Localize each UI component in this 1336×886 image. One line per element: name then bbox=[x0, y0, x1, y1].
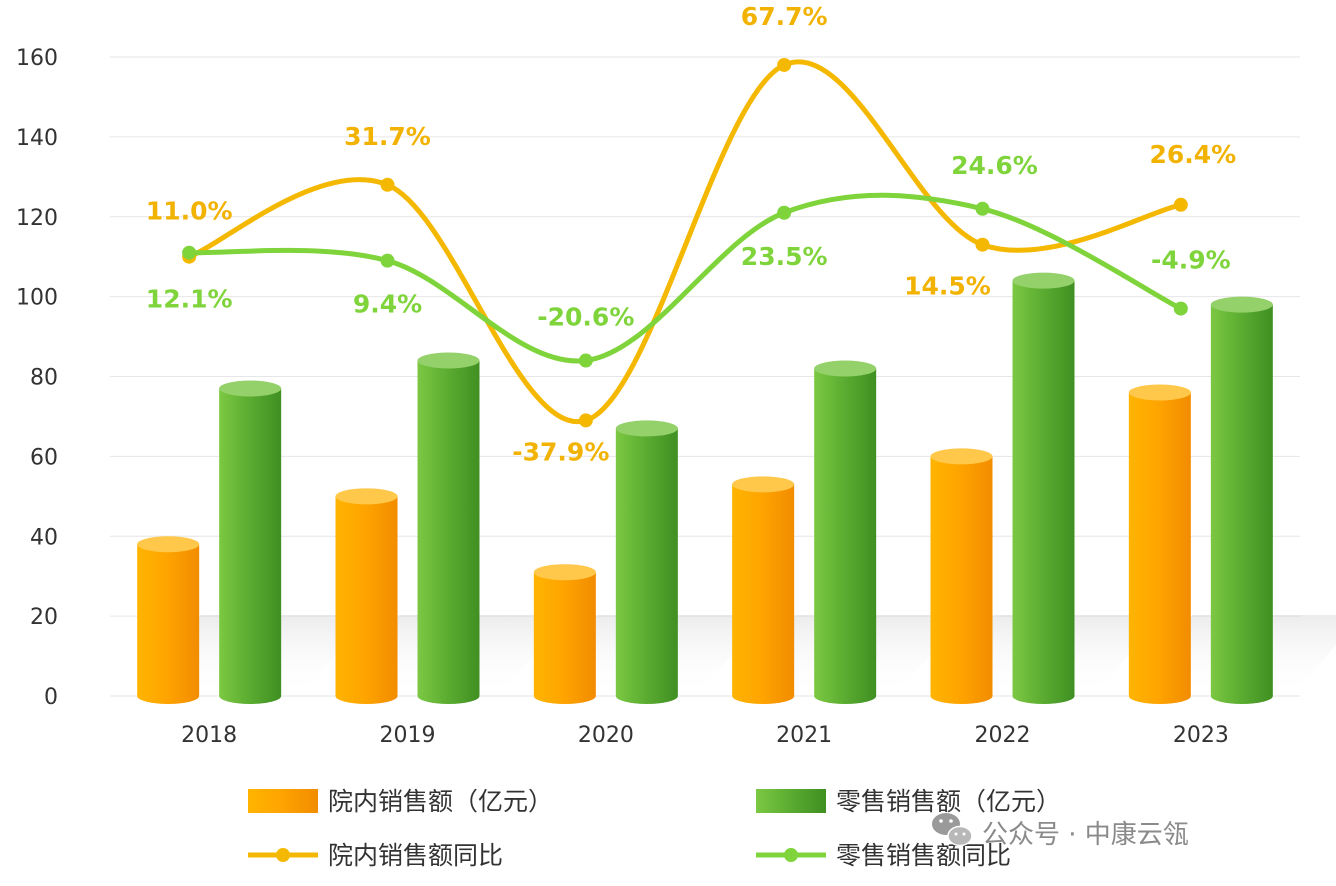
bar-body bbox=[1210, 304, 1273, 704]
data-label: -20.6% bbox=[537, 303, 634, 332]
bar-top bbox=[930, 448, 993, 465]
line-point bbox=[975, 201, 990, 216]
bar-body bbox=[335, 496, 398, 704]
bar-hospital-2020 bbox=[533, 564, 596, 704]
data-label: 9.4% bbox=[353, 290, 422, 319]
x-tick-label: 2021 bbox=[776, 723, 832, 748]
legend-label: 院内销售额同比 bbox=[328, 841, 503, 870]
data-label: 26.4% bbox=[1149, 140, 1236, 169]
bar-top bbox=[1012, 272, 1075, 289]
bar-top bbox=[814, 360, 877, 377]
line-point bbox=[380, 177, 395, 192]
data-label: 12.1% bbox=[146, 285, 233, 314]
bar-top bbox=[335, 488, 398, 505]
data-label: 11.0% bbox=[146, 197, 233, 226]
data-labels: 11.0% 31.7% -37.9% 67.7% 14.5% 26.4% 12.1% 9.4%… bbox=[146, 2, 1236, 466]
watermark-text: 公众号 · 中康云瓴 bbox=[982, 820, 1189, 850]
data-label: 67.7% bbox=[741, 2, 828, 31]
data-label: 23.5% bbox=[741, 242, 828, 271]
legend-swatch bbox=[756, 789, 826, 813]
x-tick-label: 2019 bbox=[380, 723, 436, 748]
bar-body bbox=[219, 388, 282, 704]
wechat-icon bbox=[932, 813, 973, 847]
bar-body bbox=[1128, 392, 1191, 704]
y-tick-label: 40 bbox=[30, 525, 58, 550]
legend-marker bbox=[276, 848, 290, 862]
data-label: 14.5% bbox=[904, 272, 991, 301]
bar-retail-2021 bbox=[814, 360, 877, 704]
bar-hospital-2023 bbox=[1128, 384, 1191, 704]
bar-body bbox=[732, 484, 795, 704]
x-tick-label: 2018 bbox=[181, 723, 237, 748]
bar-hospital-2021 bbox=[732, 476, 795, 704]
x-tick-label: 2020 bbox=[578, 723, 634, 748]
y-tick-label: 20 bbox=[30, 605, 58, 630]
bar-body bbox=[930, 456, 993, 704]
data-label: 31.7% bbox=[344, 122, 431, 151]
legend-marker bbox=[784, 848, 798, 862]
bar-top bbox=[417, 352, 480, 369]
data-label: 24.6% bbox=[951, 151, 1038, 180]
bar-body bbox=[814, 368, 877, 704]
line-point bbox=[578, 413, 593, 428]
bar-hospital-2018 bbox=[137, 536, 200, 704]
legend-swatch bbox=[248, 789, 318, 813]
bar-retail-2019 bbox=[417, 352, 480, 704]
bar-body bbox=[1012, 280, 1075, 704]
data-label: -4.9% bbox=[1151, 246, 1231, 275]
bar-body bbox=[533, 572, 596, 704]
legend-item: 院内销售额同比 bbox=[248, 841, 503, 870]
bar-top bbox=[219, 380, 282, 397]
line-point bbox=[1173, 197, 1188, 212]
y-tick-label: 100 bbox=[16, 286, 58, 311]
legend-label: 零售销售额同比 bbox=[836, 841, 1011, 870]
line-point bbox=[777, 57, 792, 72]
bar-top bbox=[533, 564, 596, 581]
line-point bbox=[380, 253, 395, 268]
y-tick-label: 60 bbox=[30, 445, 58, 470]
legend: 院内销售额（亿元） 零售销售额（亿元） 院内销售额同比 零售销售额同比 bbox=[248, 787, 1061, 870]
bar-body bbox=[417, 360, 480, 704]
legend-item: 院内销售额（亿元） bbox=[248, 787, 553, 816]
x-tick-label: 2023 bbox=[1173, 723, 1229, 748]
bar-retail-2022 bbox=[1012, 272, 1075, 704]
legend-label: 零售销售额（亿元） bbox=[836, 787, 1061, 816]
gridlines bbox=[110, 56, 1300, 697]
y-tick-label: 80 bbox=[30, 366, 58, 391]
bar-retail-2020 bbox=[615, 420, 678, 704]
line-point bbox=[975, 237, 990, 252]
y-tick-label: 120 bbox=[16, 206, 58, 231]
watermark: 公众号 · 中康云瓴 bbox=[932, 813, 1189, 850]
line-point bbox=[1173, 301, 1188, 316]
x-tick-label: 2022 bbox=[975, 723, 1031, 748]
bar-retail-2018 bbox=[219, 380, 282, 704]
y-axis: 0 20 40 60 80 100 120 140 160 bbox=[16, 46, 58, 710]
y-tick-label: 160 bbox=[16, 46, 58, 71]
legend-item: 零售销售额同比 bbox=[756, 841, 1011, 870]
line-point bbox=[777, 205, 792, 220]
bar-top bbox=[732, 476, 795, 493]
bars bbox=[137, 272, 1273, 704]
line-point bbox=[182, 245, 197, 260]
bar-body bbox=[137, 544, 200, 704]
x-axis: 2018 2019 2020 2021 2022 2023 bbox=[181, 723, 1229, 748]
bar-top bbox=[615, 420, 678, 437]
legend-item: 零售销售额（亿元） bbox=[756, 787, 1061, 816]
bar-top bbox=[137, 536, 200, 553]
y-tick-label: 140 bbox=[16, 126, 58, 151]
y-tick-label: 0 bbox=[44, 685, 58, 710]
line-point bbox=[578, 353, 593, 368]
data-label: -37.9% bbox=[512, 437, 609, 466]
bar-top bbox=[1210, 296, 1273, 313]
bar-hospital-2022 bbox=[930, 448, 993, 704]
lines bbox=[182, 57, 1188, 428]
bar-retail-2023 bbox=[1210, 296, 1273, 704]
bar-top bbox=[1128, 384, 1191, 401]
line-retail-yoy bbox=[186, 192, 1184, 364]
bar-body bbox=[615, 428, 678, 704]
legend-label: 院内销售额（亿元） bbox=[328, 787, 553, 816]
bar-hospital-2019 bbox=[335, 488, 398, 704]
